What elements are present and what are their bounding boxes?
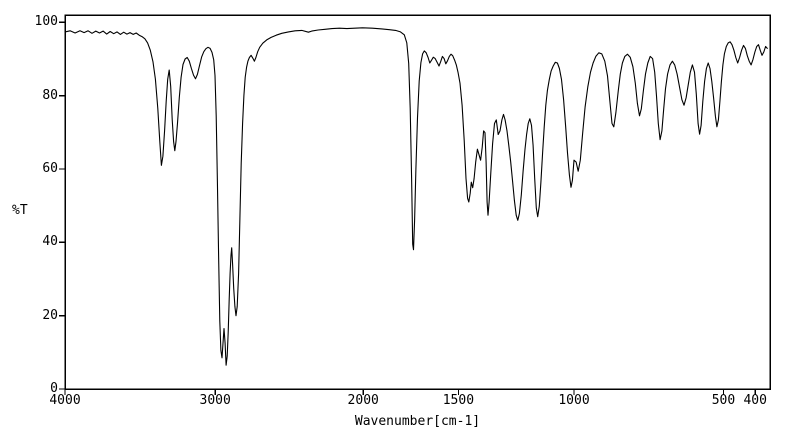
spectrum-trace bbox=[64, 27, 768, 366]
plot-frame bbox=[64, 14, 771, 390]
